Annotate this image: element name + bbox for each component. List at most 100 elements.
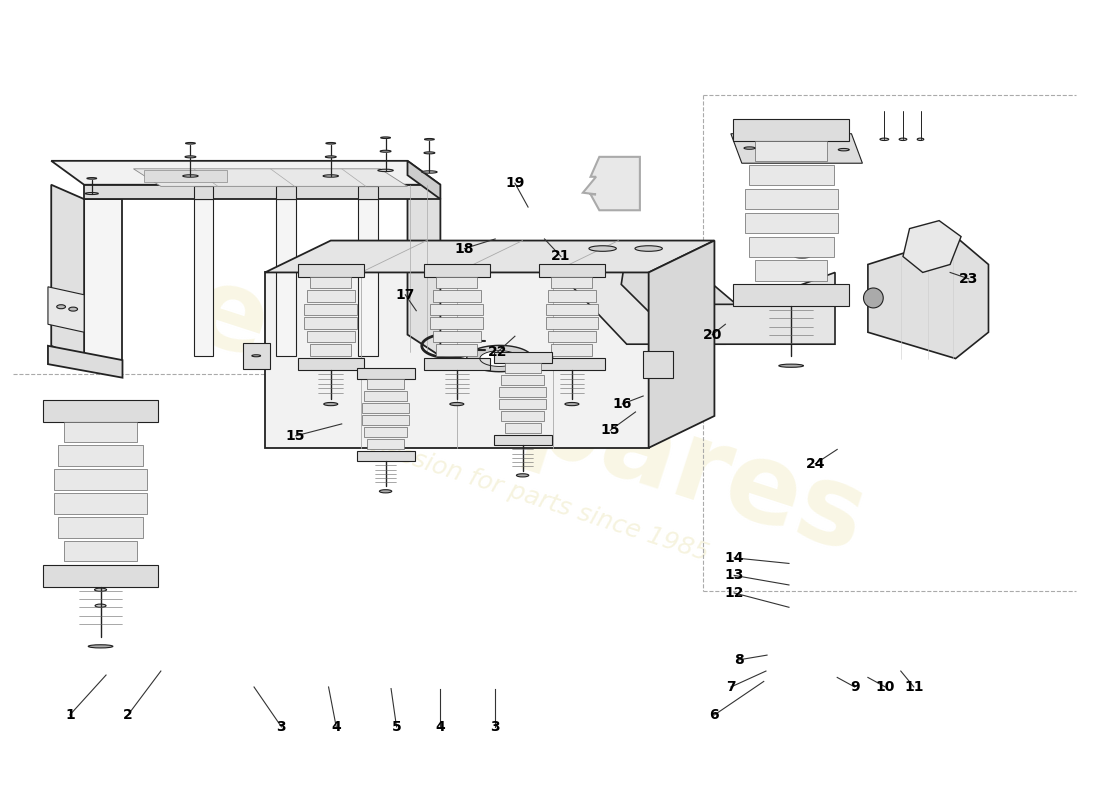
- Polygon shape: [539, 358, 605, 370]
- Polygon shape: [54, 494, 147, 514]
- Text: 1: 1: [65, 708, 75, 722]
- Polygon shape: [644, 351, 673, 378]
- Ellipse shape: [326, 156, 337, 158]
- Polygon shape: [48, 346, 122, 378]
- Text: 21: 21: [551, 250, 571, 263]
- Ellipse shape: [88, 645, 113, 648]
- Polygon shape: [551, 277, 593, 288]
- Text: 5: 5: [392, 720, 402, 734]
- Polygon shape: [265, 273, 649, 448]
- Ellipse shape: [323, 402, 338, 406]
- Polygon shape: [546, 304, 598, 315]
- Ellipse shape: [796, 286, 807, 288]
- Ellipse shape: [917, 138, 924, 141]
- Polygon shape: [868, 237, 989, 358]
- Polygon shape: [194, 199, 213, 356]
- Text: 8: 8: [734, 653, 744, 667]
- Ellipse shape: [87, 178, 97, 179]
- Ellipse shape: [323, 174, 339, 177]
- Polygon shape: [310, 345, 351, 356]
- Polygon shape: [52, 161, 440, 185]
- Text: 3: 3: [276, 720, 286, 734]
- Text: eurospares: eurospares: [177, 257, 879, 575]
- Bar: [144, 170, 227, 182]
- Ellipse shape: [326, 142, 336, 144]
- Text: 23: 23: [959, 272, 978, 286]
- Polygon shape: [307, 331, 355, 342]
- Ellipse shape: [95, 588, 107, 591]
- Polygon shape: [424, 265, 490, 277]
- Polygon shape: [65, 541, 136, 562]
- Ellipse shape: [864, 288, 883, 308]
- Ellipse shape: [186, 142, 196, 144]
- Polygon shape: [499, 387, 546, 397]
- Polygon shape: [305, 304, 358, 315]
- Text: 12: 12: [725, 586, 744, 600]
- Polygon shape: [551, 345, 593, 356]
- Polygon shape: [480, 350, 519, 366]
- Polygon shape: [730, 134, 862, 163]
- Polygon shape: [367, 438, 404, 449]
- Ellipse shape: [565, 402, 579, 406]
- Polygon shape: [84, 185, 440, 199]
- Polygon shape: [494, 352, 551, 363]
- Ellipse shape: [424, 152, 434, 154]
- Ellipse shape: [635, 246, 662, 251]
- Polygon shape: [43, 565, 158, 586]
- Polygon shape: [432, 290, 481, 302]
- Polygon shape: [243, 342, 271, 369]
- Ellipse shape: [450, 402, 464, 406]
- Ellipse shape: [185, 156, 196, 158]
- Polygon shape: [466, 346, 532, 372]
- Text: 20: 20: [703, 328, 722, 342]
- Polygon shape: [745, 189, 838, 209]
- Text: 13: 13: [725, 568, 744, 582]
- Text: 3: 3: [491, 720, 501, 734]
- Polygon shape: [298, 265, 364, 277]
- Polygon shape: [583, 157, 640, 210]
- Ellipse shape: [516, 474, 529, 477]
- Text: 7: 7: [726, 680, 736, 694]
- Ellipse shape: [92, 572, 108, 575]
- Polygon shape: [359, 186, 378, 199]
- Text: 4: 4: [331, 720, 341, 734]
- Text: 2: 2: [123, 708, 133, 722]
- Polygon shape: [65, 422, 136, 442]
- Polygon shape: [52, 185, 84, 360]
- Text: 22: 22: [487, 345, 507, 359]
- Polygon shape: [367, 379, 404, 389]
- Ellipse shape: [95, 604, 106, 607]
- Text: 19: 19: [505, 176, 525, 190]
- Polygon shape: [499, 399, 546, 409]
- Polygon shape: [649, 241, 714, 448]
- Polygon shape: [307, 290, 355, 302]
- Ellipse shape: [421, 170, 437, 173]
- Polygon shape: [362, 414, 409, 425]
- Polygon shape: [432, 331, 481, 342]
- Polygon shape: [430, 318, 483, 329]
- Polygon shape: [194, 186, 213, 199]
- Polygon shape: [356, 450, 415, 462]
- Text: 6: 6: [710, 708, 719, 722]
- Text: 17: 17: [396, 288, 415, 302]
- Text: 18: 18: [454, 242, 474, 255]
- Text: 24: 24: [805, 457, 825, 470]
- Polygon shape: [548, 331, 596, 342]
- Polygon shape: [276, 199, 296, 356]
- Text: a passion for parts since 1985: a passion for parts since 1985: [344, 426, 712, 566]
- Text: 16: 16: [613, 397, 632, 411]
- Ellipse shape: [588, 246, 616, 251]
- Ellipse shape: [183, 174, 198, 177]
- Polygon shape: [505, 363, 541, 373]
- Ellipse shape: [796, 271, 808, 274]
- Ellipse shape: [379, 490, 392, 493]
- Polygon shape: [133, 169, 407, 186]
- Polygon shape: [755, 261, 827, 281]
- Ellipse shape: [744, 147, 755, 150]
- Polygon shape: [430, 304, 483, 315]
- Ellipse shape: [252, 354, 261, 357]
- Polygon shape: [755, 141, 827, 162]
- Ellipse shape: [378, 170, 393, 171]
- Polygon shape: [359, 199, 378, 356]
- Polygon shape: [539, 265, 605, 277]
